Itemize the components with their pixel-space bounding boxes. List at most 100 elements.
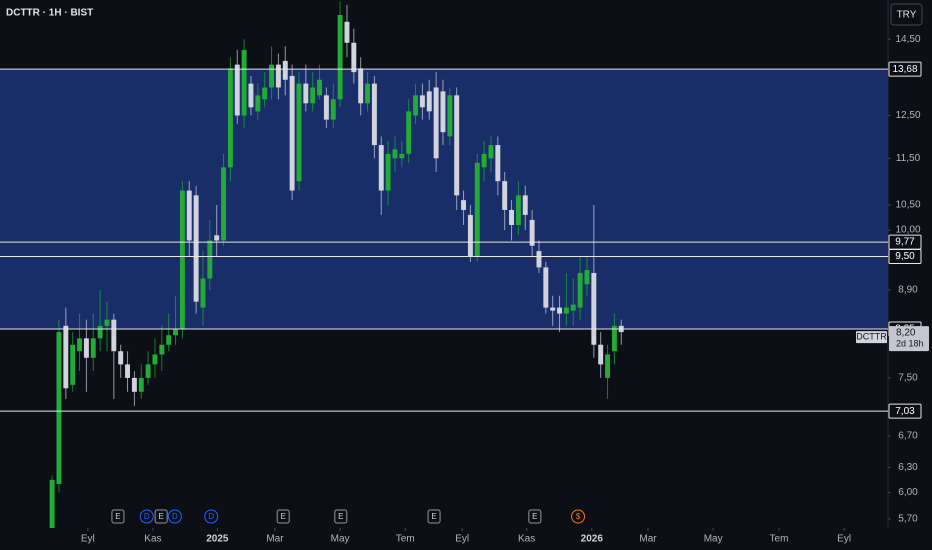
candle-body <box>550 307 556 311</box>
candle-body <box>118 351 124 365</box>
candle-body <box>77 338 83 352</box>
candle-body <box>104 319 110 326</box>
event-marker <box>528 509 542 524</box>
candle-body <box>56 332 62 485</box>
currency-button[interactable] <box>890 3 923 26</box>
candle-body <box>467 214 473 257</box>
event-label: E <box>431 512 436 521</box>
y-tick-label: 11,50 <box>896 153 921 164</box>
x-tick-label: Tem <box>396 534 415 545</box>
event-marker <box>334 509 348 524</box>
event-marker <box>276 509 290 524</box>
level-label: 13,68 <box>892 64 917 75</box>
candle-body <box>166 335 172 345</box>
candle-body <box>577 272 583 308</box>
candle-body <box>433 87 439 159</box>
candle-body <box>392 149 398 159</box>
event-label: E <box>532 512 537 521</box>
chart-title: DCTTR · 1H · BIST <box>6 8 93 19</box>
level-label-box <box>888 403 922 419</box>
candle-body <box>186 190 192 241</box>
level-label: 9,77 <box>895 237 915 248</box>
candle-body <box>214 235 220 241</box>
level-label: 9,50 <box>895 251 915 262</box>
x-tick-label: May <box>704 534 723 545</box>
candle-body <box>303 83 309 104</box>
event-label: E <box>115 512 120 521</box>
candle-body <box>522 195 528 215</box>
candle-body <box>282 60 288 80</box>
candle-body <box>488 145 494 159</box>
x-tick-label: 2025 <box>206 534 229 545</box>
candle-body <box>502 181 508 210</box>
candle-body <box>49 479 55 528</box>
candle-body <box>454 95 460 196</box>
candle-body <box>131 377 137 392</box>
x-tick-label: Eyl <box>81 534 95 545</box>
level-label-box <box>888 61 922 77</box>
candle-body <box>269 64 275 88</box>
candle-body <box>248 83 254 108</box>
x-tick-label: Eyl <box>837 534 851 545</box>
candle-body <box>138 377 144 392</box>
candle-body <box>255 95 261 112</box>
candle-body <box>111 319 117 352</box>
event-label: D <box>144 512 150 521</box>
y-tick-label: 14,50 <box>895 34 920 45</box>
candle-body <box>145 364 151 378</box>
candle-body <box>330 99 336 120</box>
countdown: 2d 18h <box>896 338 924 348</box>
last-price: 8,20 <box>896 328 916 339</box>
x-tick-label: Kas <box>144 534 161 545</box>
y-tick-label: 10,50 <box>895 200 920 211</box>
y-tick-label: 10,00 <box>895 225 920 236</box>
event-marker <box>111 509 125 524</box>
x-tick-label: Kas <box>518 534 535 545</box>
event-marker <box>427 509 441 524</box>
candle-body <box>536 251 542 268</box>
y-tick-label: 6,00 <box>898 487 918 498</box>
x-tick-label: Mar <box>639 534 657 545</box>
y-tick-label: 6,30 <box>898 462 918 473</box>
candle-body <box>227 68 233 168</box>
candle-body <box>591 272 597 345</box>
candle-body <box>221 167 227 241</box>
event-label: E <box>281 512 286 521</box>
event-marker <box>571 509 586 524</box>
event-marker <box>167 509 182 524</box>
candle-body <box>399 153 405 159</box>
candle-body <box>323 95 329 120</box>
candle-body <box>207 240 213 279</box>
event-marker <box>154 509 168 524</box>
candle-body <box>584 270 590 285</box>
candle-body <box>241 49 247 116</box>
event-label: E <box>158 512 163 521</box>
candle-body <box>262 87 268 100</box>
candle-body <box>605 354 611 378</box>
candle-body <box>351 42 357 73</box>
candle-body <box>563 307 569 314</box>
event-marker <box>139 509 154 524</box>
candle-body <box>90 338 96 358</box>
candle-body <box>413 95 419 116</box>
y-tick-label: 5,70 <box>898 514 918 525</box>
candle-body <box>152 354 158 365</box>
currency[interactable]: TRY <box>897 10 917 21</box>
candle-body <box>543 267 549 308</box>
candle-body <box>70 344 76 385</box>
candle-body <box>371 83 377 146</box>
candle-body <box>200 278 206 308</box>
candle-body <box>474 162 480 257</box>
candle-body <box>337 14 343 100</box>
y-tick-label: 6,70 <box>898 431 918 442</box>
candle-body <box>97 325 103 339</box>
y-tick-label: 8,90 <box>898 285 918 296</box>
candle-body <box>358 68 364 104</box>
candle-body <box>344 21 350 43</box>
candle-body <box>173 328 179 336</box>
candle-body <box>289 75 295 191</box>
candle-body <box>419 95 425 108</box>
candle-body <box>63 325 69 389</box>
candle-body <box>461 200 467 210</box>
